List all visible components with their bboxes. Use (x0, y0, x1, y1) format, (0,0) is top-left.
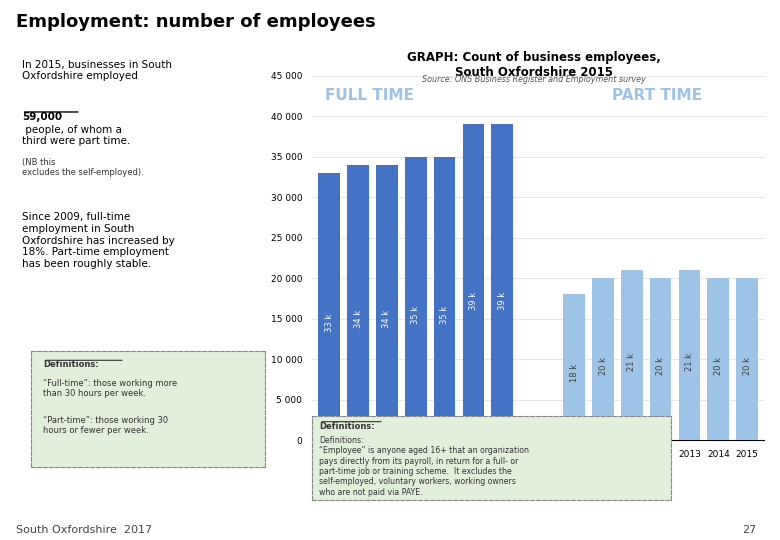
Text: 20 k: 20 k (743, 356, 752, 375)
Bar (621, 270, 643, 440)
Text: people, of whom a
third were part time.: people, of whom a third were part time. (22, 125, 130, 146)
Bar (736, 278, 758, 440)
Text: 27: 27 (743, 525, 757, 535)
Text: 20 k: 20 k (598, 356, 608, 375)
Bar (434, 157, 456, 440)
Bar (592, 278, 614, 440)
Bar (679, 270, 700, 440)
Text: 59,000: 59,000 (22, 112, 62, 122)
Bar (376, 165, 398, 440)
Text: GRAPH: Count of business employees,
South Oxfordshire 2015: GRAPH: Count of business employees, Sout… (407, 51, 661, 79)
Text: 20 k: 20 k (714, 356, 723, 375)
Text: Definitions:
“Employee” is anyone aged 16+ that an organization
pays directly fr: Definitions: “Employee” is anyone aged 1… (319, 436, 529, 497)
Text: 33 k: 33 k (324, 313, 334, 332)
Text: Definitions:: Definitions: (319, 422, 375, 431)
Bar (563, 294, 585, 440)
Text: 21 k: 21 k (627, 353, 636, 371)
Bar (405, 157, 427, 440)
Text: (NB this
excludes the self-employed).: (NB this excludes the self-employed). (22, 158, 144, 178)
Text: “Part-time”: those working 30
hours or fewer per week.: “Part-time”: those working 30 hours or f… (43, 416, 168, 435)
Text: 34 k: 34 k (353, 310, 363, 328)
Text: 21 k: 21 k (685, 353, 694, 371)
Text: 35 k: 35 k (411, 306, 420, 325)
Text: PART TIME: PART TIME (612, 87, 702, 103)
Text: 39 k: 39 k (498, 292, 507, 310)
Text: 20 k: 20 k (656, 356, 665, 375)
Bar (707, 278, 729, 440)
Bar (318, 173, 340, 440)
Text: 34 k: 34 k (382, 310, 392, 328)
Text: Since 2009, full-time
employment in South
Oxfordshire has increased by
18%. Part: Since 2009, full-time employment in Sout… (22, 212, 175, 269)
Text: South Oxfordshire  2017: South Oxfordshire 2017 (16, 525, 152, 535)
Text: Definitions:: Definitions: (43, 360, 98, 369)
Text: 35 k: 35 k (440, 306, 449, 325)
Text: Source: ONS Business Register and Employment survey: Source: ONS Business Register and Employ… (423, 75, 646, 84)
Bar (463, 124, 484, 440)
Text: 18 k: 18 k (569, 364, 579, 382)
Bar (650, 278, 672, 440)
Bar (491, 124, 513, 440)
Text: “Full-time”: those working more
than 30 hours per week.: “Full-time”: those working more than 30 … (43, 379, 177, 399)
Text: 39 k: 39 k (469, 292, 478, 310)
Text: In 2015, businesses in South
Oxfordshire employed: In 2015, businesses in South Oxfordshire… (22, 60, 172, 82)
Text: Employment: number of employees: Employment: number of employees (16, 12, 375, 31)
Text: FULL TIME: FULL TIME (325, 87, 414, 103)
Bar (347, 165, 369, 440)
